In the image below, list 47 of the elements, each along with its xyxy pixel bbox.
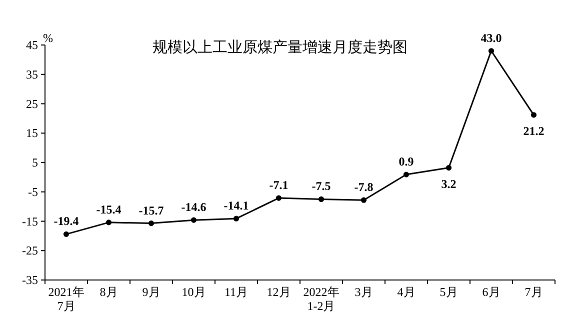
- data-label: -14.1: [224, 198, 249, 213]
- point: [318, 196, 324, 202]
- data-label: -14.6: [181, 200, 206, 214]
- chart-title: 规模以上工业原煤产量增速月度走势图: [152, 39, 408, 56]
- x-tick-label: 10月: [182, 285, 206, 299]
- y-tick-label: 15: [26, 126, 38, 140]
- y-axis-title: %: [43, 31, 53, 45]
- x-tick-label: 3月: [354, 285, 373, 299]
- x-tick-label: 5月: [440, 285, 458, 299]
- data-label: -7.8: [354, 180, 374, 194]
- point: [360, 197, 367, 203]
- point: [106, 220, 112, 226]
- y-tick-label: 35: [26, 67, 38, 82]
- point: [488, 48, 494, 54]
- y-tick-label: -15: [22, 214, 38, 228]
- point: [233, 216, 240, 222]
- point: [276, 195, 282, 201]
- point: [148, 220, 154, 226]
- data-label: 3.2: [441, 176, 456, 191]
- data-label: 21.2: [523, 124, 544, 138]
- data-label: 0.9: [398, 154, 414, 169]
- point: [190, 217, 197, 223]
- data-label: -15.4: [96, 202, 122, 216]
- x-tick-label: 11月: [224, 285, 248, 299]
- x-tick-label: 9月: [142, 285, 160, 299]
- x-tick-label: 8月: [100, 285, 118, 299]
- point: [403, 172, 410, 178]
- y-tick-label: 25: [26, 96, 38, 111]
- x-tick-label: 4月: [397, 285, 416, 299]
- data-label: 43.0: [480, 30, 502, 45]
- x-tick-label: 12月: [266, 285, 291, 299]
- x-tick-label: 7月: [524, 285, 543, 299]
- point: [63, 231, 70, 237]
- y-tick-label: 45: [26, 38, 38, 52]
- point: [530, 112, 537, 118]
- data-label: -7.5: [312, 179, 331, 194]
- x-tick-label: 2022年 1-2月: [303, 285, 340, 313]
- point: [446, 164, 452, 171]
- x-tick-label: 2021年 7月: [48, 285, 84, 313]
- data-label: -7.1: [269, 178, 288, 192]
- y-tick-label: 5: [32, 156, 38, 170]
- data-label: -15.7: [138, 203, 164, 218]
- x-tick-label: 6月: [482, 285, 500, 299]
- data-label: -19.4: [54, 214, 79, 228]
- y-tick-label: -5: [28, 184, 38, 199]
- y-tick-label: -25: [22, 244, 38, 258]
- y-tick-label: -35: [22, 273, 38, 287]
